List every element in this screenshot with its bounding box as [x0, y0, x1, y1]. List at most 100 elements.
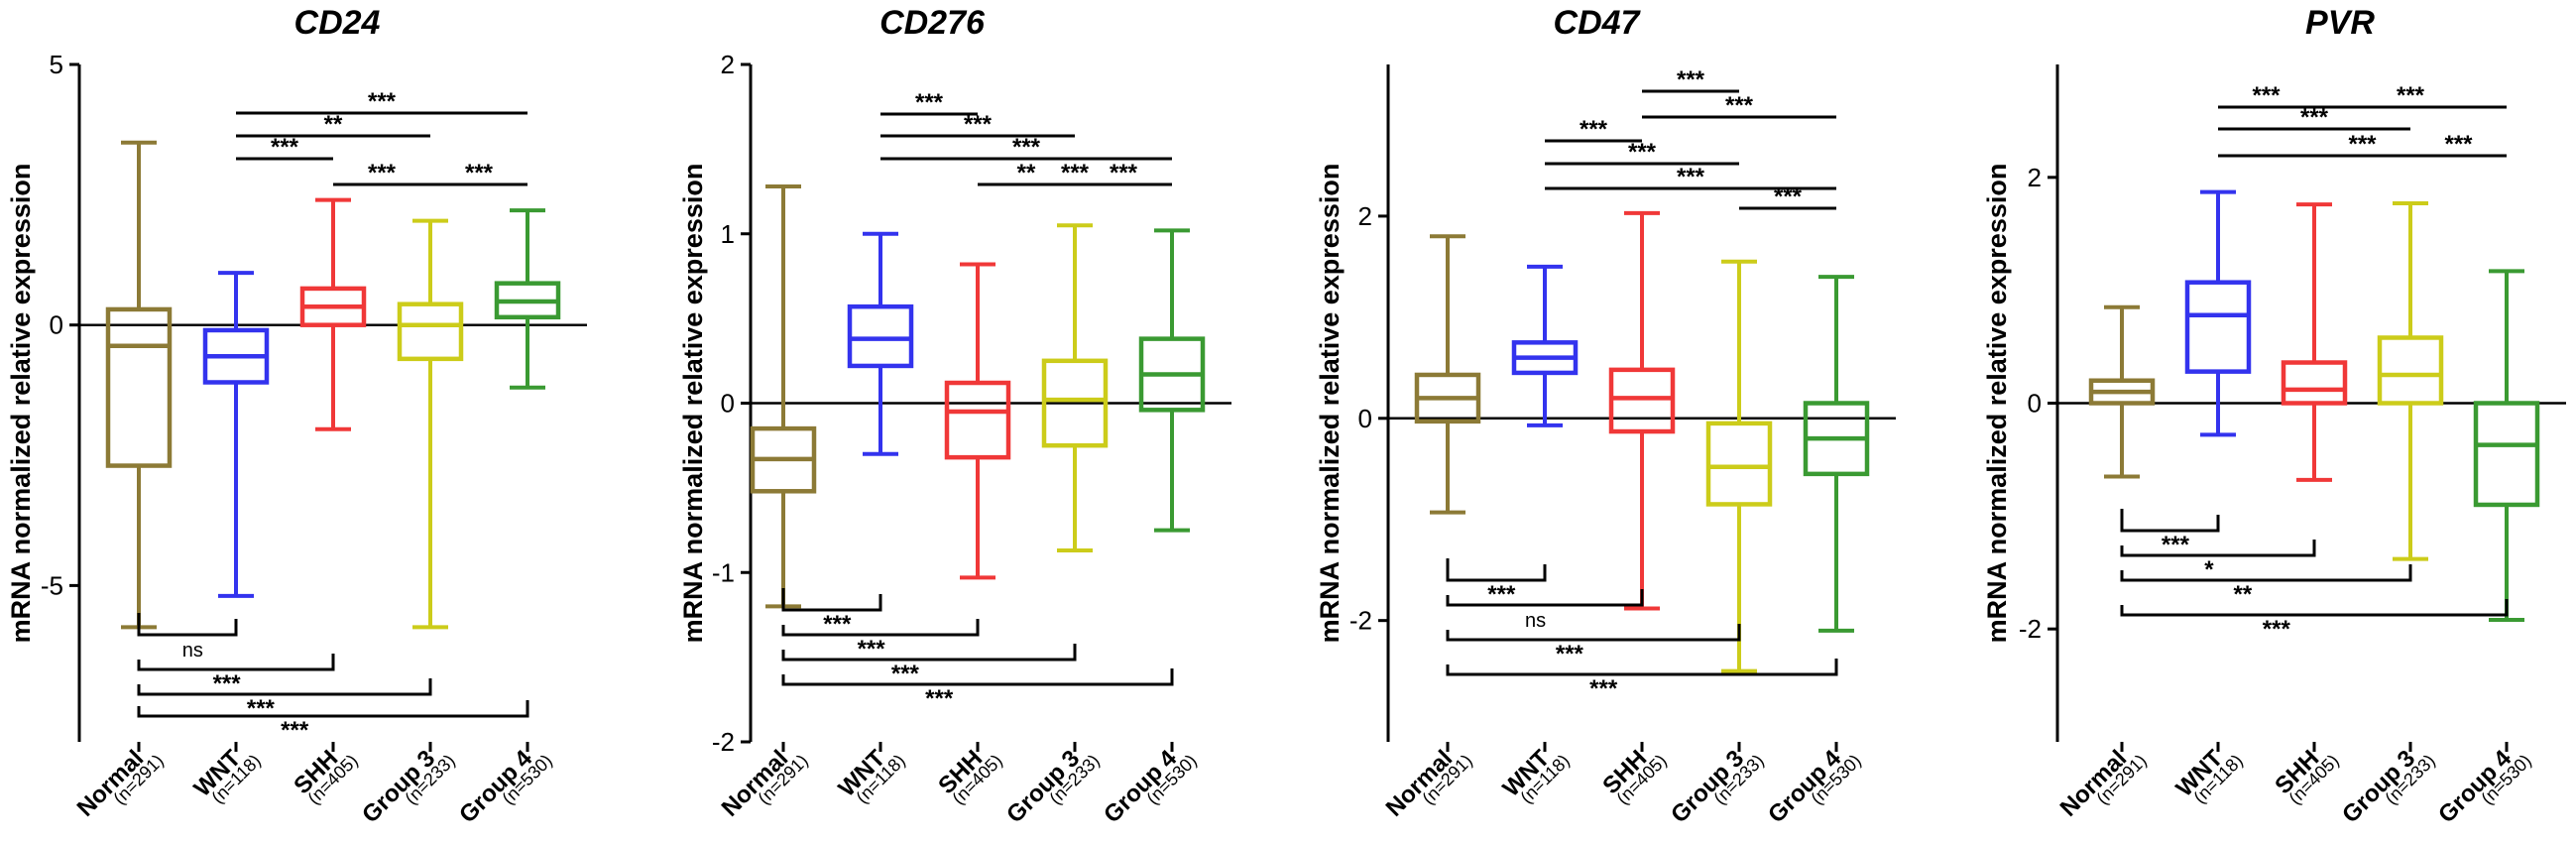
box-group-4 — [1138, 228, 1206, 533]
box-wnt — [847, 231, 914, 456]
box-wnt — [202, 271, 270, 598]
significance-label: *** — [465, 160, 494, 186]
significance-label: ** — [2234, 581, 2253, 608]
y-tick-label: 5 — [50, 50, 63, 79]
chart-title: PVR — [2305, 4, 2375, 42]
significance-label: *** — [368, 88, 397, 115]
significance-label: *** — [2348, 131, 2377, 158]
box-group-3 — [397, 218, 464, 630]
y-tick-label: 1 — [721, 219, 735, 249]
y-tick-label: 2 — [2028, 163, 2042, 192]
significance-bracket — [2120, 564, 2412, 582]
box-iqr — [1041, 358, 1109, 448]
significance-bracket — [2120, 509, 2220, 533]
box-iqr — [1608, 367, 1676, 434]
significance-bracket — [137, 613, 238, 637]
box-iqr — [397, 302, 464, 362]
chart-title: CD276 — [879, 4, 986, 42]
significance-label: *** — [1061, 160, 1090, 186]
significance-label: *** — [271, 134, 299, 161]
significance-bracket — [2120, 599, 2509, 617]
y-axis-label: mRNA normalized relative expression — [6, 164, 36, 644]
box-iqr — [2377, 335, 2444, 406]
y-tick-label: 0 — [2028, 389, 2042, 419]
significance-bracket — [1446, 624, 1741, 642]
significance-label: *** — [2263, 616, 2291, 643]
box-normal — [750, 183, 817, 609]
box-group-4 — [1803, 275, 1870, 633]
y-tick-label: 2 — [1358, 201, 1372, 231]
box-iqr — [2184, 280, 2252, 374]
significance-bracket — [781, 588, 882, 612]
significance-label: ns — [182, 640, 203, 662]
panel-pvr: PVR mRNA normalized relative expression 2 0… — [1982, 4, 2566, 828]
box-shh — [1608, 210, 1676, 611]
significance-bracket — [137, 654, 335, 671]
y-tick-label: -5 — [41, 570, 63, 600]
significance-label: *** — [1677, 164, 1705, 190]
y-tick-label: 0 — [50, 310, 63, 340]
significance-label: *** — [247, 695, 276, 722]
y-tick-label: -1 — [712, 557, 735, 587]
significance-bracket — [137, 678, 432, 696]
significance-label: ** — [324, 111, 343, 138]
y-tick-label: -2 — [1349, 606, 1372, 636]
significance-label: * — [2204, 556, 2214, 583]
y-tick-label: 0 — [721, 389, 735, 419]
y-tick-label: 2 — [721, 50, 735, 79]
significance-bracket — [1446, 558, 1547, 582]
box-iqr — [944, 380, 1011, 460]
significance-bracket — [1446, 659, 1838, 676]
y-tick-label: 0 — [1358, 404, 1372, 433]
significance-label: *** — [1677, 66, 1705, 93]
box-group-3 — [1041, 223, 1109, 553]
box-iqr — [847, 303, 914, 369]
significance-bracket — [1446, 589, 1644, 607]
y-axis-label: mRNA normalized relative expression — [1982, 164, 2012, 644]
significance-label: *** — [281, 717, 309, 744]
significance-bracket — [781, 668, 1174, 686]
significance-bracket — [781, 644, 1077, 662]
box-shh — [944, 262, 1011, 580]
panel-cd47: CD47 mRNA normalized relative expression 2… — [1315, 4, 1896, 828]
significance-label: *** — [1556, 641, 1584, 667]
panel-cd276: CD276 mRNA normalized relative expression… — [678, 4, 1231, 828]
y-tick-label: -2 — [712, 727, 735, 757]
y-tick-label: -2 — [2019, 614, 2042, 644]
box-normal — [1414, 234, 1481, 515]
box-wnt — [1511, 264, 1579, 427]
significance-label: *** — [1580, 116, 1608, 143]
box-iqr — [2281, 360, 2348, 406]
chart-title: CD47 — [1554, 4, 1642, 42]
chart-title: CD24 — [294, 4, 381, 42]
y-axis-label: mRNA normalized relative expression — [678, 164, 708, 644]
significance-bracket — [2120, 540, 2316, 557]
box-group-3 — [2377, 201, 2444, 561]
significance-label: *** — [915, 89, 944, 116]
box-shh — [2281, 202, 2348, 482]
significance-label: ns — [1525, 610, 1546, 632]
significance-label: *** — [1589, 675, 1618, 702]
box-iqr — [2473, 401, 2540, 508]
significance-label: *** — [2252, 82, 2281, 109]
box-normal — [105, 140, 173, 630]
box-group-4 — [494, 208, 561, 390]
significance-label: *** — [368, 160, 397, 186]
significance-label: *** — [2444, 131, 2473, 158]
box-group-4 — [2473, 269, 2540, 623]
box-group-3 — [1705, 259, 1773, 673]
significance-label: *** — [964, 111, 993, 138]
significance-bracket — [137, 700, 529, 718]
significance-label: *** — [2397, 82, 2425, 109]
y-axis-label: mRNA normalized relative expression — [1315, 164, 1345, 644]
box-iqr — [1705, 421, 1773, 507]
panel-cd24: CD24 mRNA normalized relative expression 5… — [6, 4, 587, 828]
significance-label: *** — [1774, 183, 1803, 210]
significance-label: *** — [1628, 139, 1657, 166]
significance-label: *** — [1110, 160, 1138, 186]
significance-label: *** — [2300, 104, 2329, 131]
significance-label: *** — [1725, 92, 1754, 119]
significance-label: ** — [1017, 160, 1036, 186]
box-shh — [299, 197, 367, 431]
